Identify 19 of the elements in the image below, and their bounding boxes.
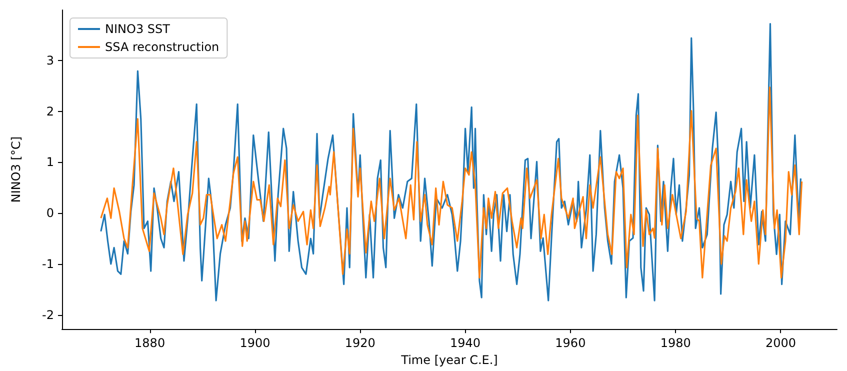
x-tick-label: 2000 — [765, 336, 796, 350]
x-tick-label: 1960 — [555, 336, 586, 350]
line-series — [100, 86, 803, 278]
y-axis-title: NINO3 [°C] — [9, 136, 23, 203]
y-tick-label: 0 — [46, 206, 54, 220]
y-tick-label: 2 — [46, 104, 54, 118]
legend-label: NINO3 SST — [105, 22, 171, 36]
x-tick-label: 1900 — [240, 336, 270, 350]
y-tick-label: -1 — [42, 256, 54, 271]
y-tick-label: -2 — [42, 308, 54, 322]
x-axis-title: Time [year C.E.] — [400, 353, 498, 367]
x-tick-label: 1980 — [660, 336, 691, 350]
y-tick-label: 1 — [46, 155, 54, 170]
x-tick-label: 1880 — [134, 336, 166, 350]
y-tick-label: 3 — [46, 53, 54, 68]
legend-label: SSA reconstruction — [105, 40, 220, 54]
line-series — [100, 22, 802, 302]
x-tick-label: 1920 — [344, 336, 376, 350]
x-tick-label: 1940 — [450, 336, 481, 350]
